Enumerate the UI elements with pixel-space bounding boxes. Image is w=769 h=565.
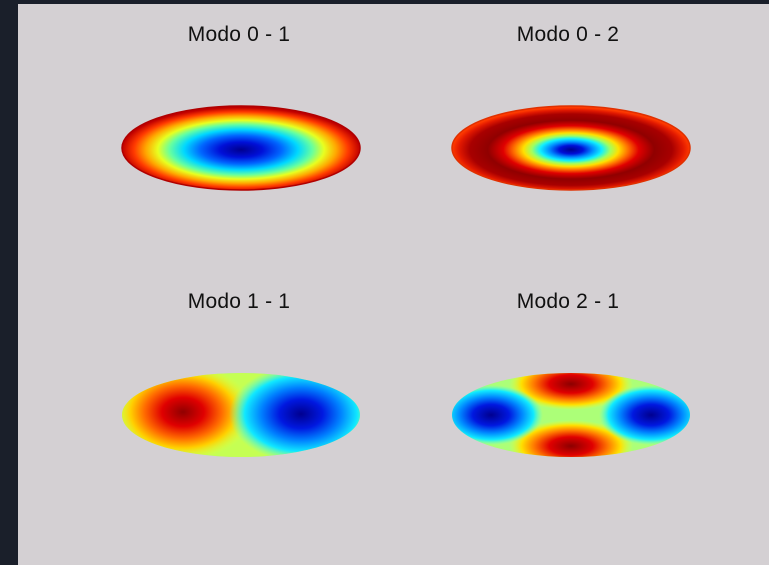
mode-0-2-surface-plot: [451, 103, 691, 193]
panel-title-mode-1-1: Modo 1 - 1: [187, 290, 291, 313]
mode-1-1-surface-plot: [121, 370, 361, 460]
figure-canvas: Modo 0 - 1 Modo 0 - 2: [18, 4, 769, 565]
window-frame: [0, 0, 769, 4]
mode-2-1-surface-plot: [451, 370, 691, 460]
mode-0-1-surface-plot: [121, 103, 361, 193]
panel-title-mode-0-1: Modo 0 - 1: [187, 23, 291, 46]
panel-title-mode-2-1: Modo 2 - 1: [516, 290, 620, 313]
panel-title-mode-0-2: Modo 0 - 2: [516, 23, 620, 46]
